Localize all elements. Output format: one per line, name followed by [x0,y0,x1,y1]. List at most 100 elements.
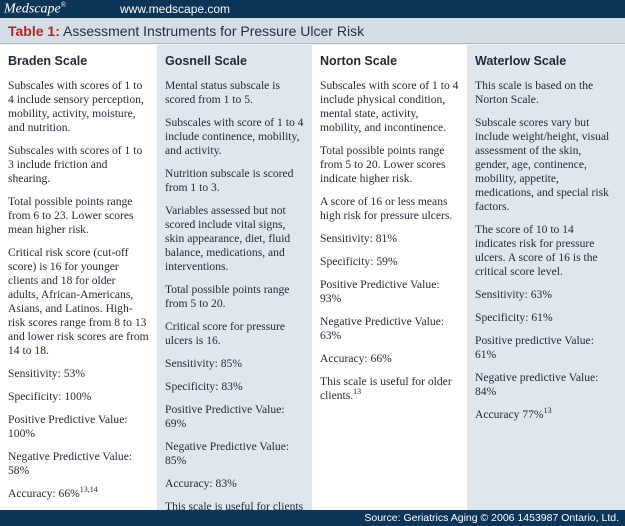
paragraph-text: Sensitivity: 81% [320,232,397,245]
table-title-bar: Table 1: Assessment Instruments for Pres… [0,18,625,44]
scale-paragraph: Accuracy: 66% [320,352,459,366]
scale-paragraph: Specificity: 61% [475,311,617,325]
scale-columns: Braden Scale Subscales with scores of 1 … [0,45,625,526]
paragraph-text: This scale is based on the Norton Scale. [475,79,594,106]
paragraph-text: Positive predictive Value: 61% [475,334,594,361]
scale-paragraph: Negative Predictive Value: 63% [320,315,459,343]
paragraph-text: Subscales with score of 1 to 4 include c… [165,116,304,157]
column-heading: Waterlow Scale [475,54,567,68]
paragraph-text: Accuracy: 66% [320,352,392,365]
scale-paragraph: This scale is based on the Norton Scale. [475,79,617,107]
scale-paragraph: Specificity: 100% [8,390,149,404]
scale-paragraph: Negative Predictive Value: 58% [8,450,149,478]
medscape-logo[interactable]: Medscape® [4,1,66,18]
column-norton-scale: Norton Scale Subscales with score of 1 t… [312,45,467,510]
paragraph-text: Accuracy: 83% [165,477,237,490]
paragraph-text: Subscales with scores of 1 to 4 include … [8,79,144,134]
scale-paragraph: Subscales with scores of 1 to 4 include … [8,79,149,135]
reference-superscript: 13,14 [79,485,98,495]
paragraph-text: Critical score for pressure ulcers is 16… [165,320,286,347]
scale-paragraph: Total possible points range from 5 to 20… [165,283,304,311]
scale-paragraph: Accuracy 77%13 [475,406,617,422]
paragraph-text: Accuracy: 66% [8,487,80,500]
column-heading: Gosnell Scale [165,54,247,68]
scale-paragraph: Nutrition subscale is scored from 1 to 3… [165,167,304,195]
paragraph-text: Specificity: 100% [8,390,92,403]
logo-text: Medscape [4,1,61,17]
logo-registered-mark: ® [60,1,67,9]
source-credit: Source: Geriatrics Aging © 2006 1453987 … [364,512,619,524]
scale-paragraph: A score of 16 or less means high risk fo… [320,195,459,223]
scale-paragraph: Subscale scores vary but include weight/… [475,116,617,214]
column-paragraphs: This scale is based on the Norton Scale.… [475,79,617,422]
paragraph-text: Specificity: 61% [475,311,553,324]
paragraph-text: This scale is useful for older clients. [320,375,452,402]
paragraph-text: Total possible points range from 5 to 20… [320,144,446,185]
scale-paragraph: Specificity: 83% [165,380,304,394]
source-bar: Source: Geriatrics Aging © 2006 1453987 … [0,510,625,526]
column-paragraphs: Mental status subscale is scored from 1 … [165,79,304,526]
column-braden-scale: Braden Scale Subscales with scores of 1 … [0,45,157,510]
table-title: Table 1: Assessment Instruments for Pres… [8,23,364,39]
scale-paragraph: Variables assessed but not scored includ… [165,204,304,274]
paragraph-text: Negative Predictive Value: 85% [165,440,290,467]
scale-paragraph: Subscales with scores of 1 to 3 include … [8,144,149,186]
column-gosnell-scale: Gosnell Scale Mental status subscale is … [157,45,312,526]
paragraph-text: Critical risk score (cut-off score) is 1… [8,246,149,357]
paragraph-text: Sensitivity: 63% [475,288,552,301]
paragraph-text: Subscales with score of 1 to 4 include p… [320,79,459,134]
scale-paragraph: Critical score for pressure ulcers is 16… [165,320,304,348]
scale-paragraph: Total possible points range from 6 to 23… [8,195,149,237]
column-heading: Norton Scale [320,54,398,68]
column-paragraphs: Subscales with score of 1 to 4 include p… [320,79,459,403]
site-header: Medscape® www.medscape.com [0,0,625,18]
scale-paragraph: Positive Predictive Value: 93% [320,278,459,306]
paragraph-text: Subscale scores vary but include weight/… [475,116,610,213]
scale-paragraph: Negative predictive Value: 84% [475,371,617,399]
column-paragraphs: Subscales with scores of 1 to 4 include … [8,79,149,501]
scale-paragraph: Sensitivity: 85% [165,357,304,371]
scale-paragraph: Sensitivity: 63% [475,288,617,302]
paragraph-text: A score of 16 or less means high risk fo… [320,195,453,222]
paragraph-text: Total possible points range from 5 to 20… [165,283,290,310]
paragraph-text: Positive Predictive Value: 93% [320,278,440,305]
scale-paragraph: Total possible points range from 5 to 20… [320,144,459,186]
paragraph-text: Positive Predictive Value: 69% [165,403,285,430]
paragraph-text: Mental status subscale is scored from 1 … [165,79,280,106]
column-heading: Braden Scale [8,54,88,68]
scale-paragraph: Positive predictive Value: 61% [475,334,617,362]
scale-paragraph: Positive Predictive Value: 69% [165,403,304,431]
paragraph-text: Negative Predictive Value: 58% [8,450,133,477]
scale-paragraph: Negative Predictive Value: 85% [165,440,304,468]
reference-superscript: 13 [353,387,362,397]
paragraph-text: Nutrition subscale is scored from 1 to 3… [165,167,294,194]
paragraph-text: Specificity: 59% [320,255,398,268]
reference-superscript: 13 [543,406,552,416]
column-waterlow-scale: Waterlow Scale This scale is based on th… [467,45,625,510]
paragraph-text: Positive Predictive Value: 100% [8,413,128,440]
scale-paragraph: Subscales with score of 1 to 4 include p… [320,79,459,135]
table-frame: Table 1: Assessment Instruments for Pres… [0,18,625,526]
scale-paragraph: This scale is useful for older clients.1… [320,375,459,403]
scale-paragraph: Sensitivity: 53% [8,367,149,381]
paragraph-text: The score of 10 to 14 indicates risk for… [475,223,598,278]
site-url-link[interactable]: www.medscape.com [120,2,231,16]
scale-paragraph: Positive Predictive Value: 100% [8,413,149,441]
paragraph-text: Sensitivity: 53% [8,367,85,380]
paragraph-text: Subscales with scores of 1 to 3 include … [8,144,143,185]
scale-paragraph: Specificity: 59% [320,255,459,269]
scale-paragraph: Sensitivity: 81% [320,232,459,246]
scale-paragraph: Accuracy: 83% [165,477,304,491]
paragraph-text: Sensitivity: 85% [165,357,242,370]
paragraph-text: Variables assessed but not scored includ… [165,204,291,273]
scale-paragraph: The score of 10 to 14 indicates risk for… [475,223,617,279]
table-title-text: Assessment Instruments for Pressure Ulce… [63,23,365,39]
table-label: Table 1: [8,23,60,39]
scale-paragraph: Subscales with score of 1 to 4 include c… [165,116,304,158]
paragraph-text: Total possible points range from 6 to 23… [8,195,134,236]
scale-paragraph: Mental status subscale is scored from 1 … [165,79,304,107]
scale-paragraph: Accuracy: 66%13,14 [8,485,149,501]
paragraph-text: Negative predictive Value: 84% [475,371,599,398]
paragraph-text: Negative Predictive Value: 63% [320,315,445,342]
paragraph-text: Accuracy 77% [475,408,544,421]
